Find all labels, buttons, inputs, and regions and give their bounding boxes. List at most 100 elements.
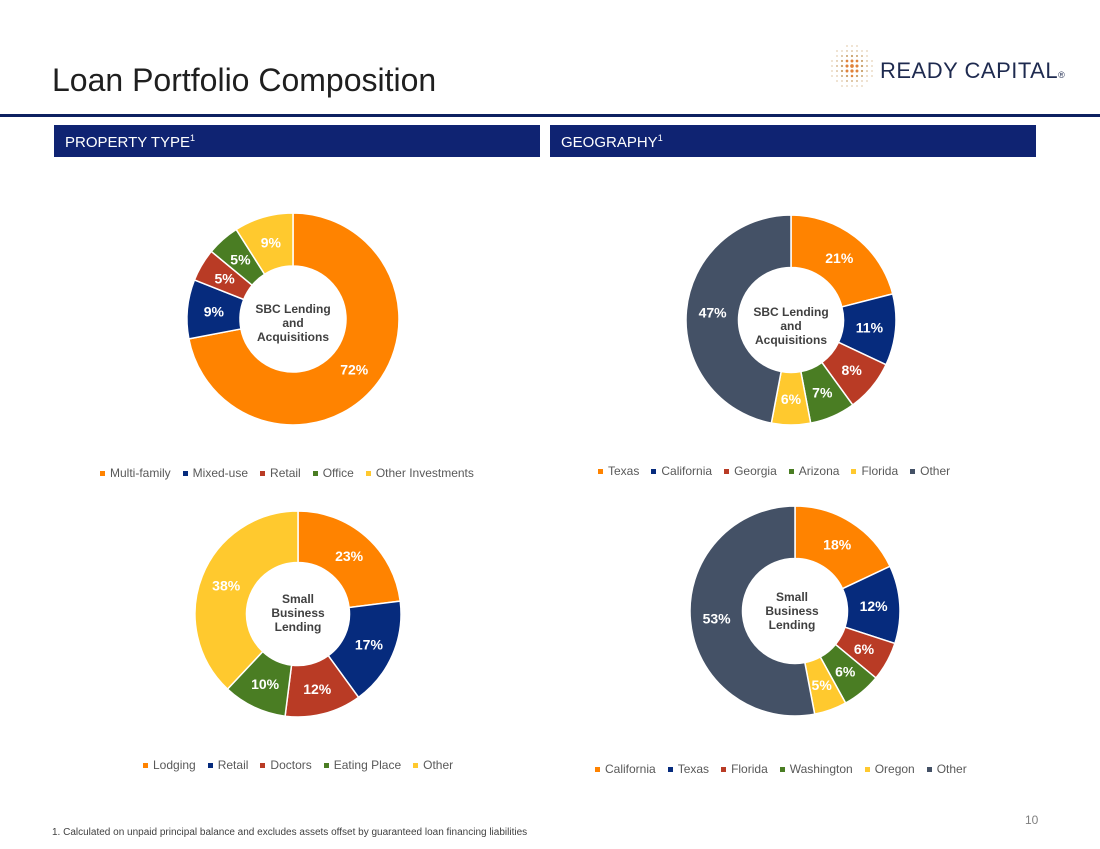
donut-chart-property-small-business: 23% 17% 12% 10% 38% Small Business Lending xyxy=(194,510,402,718)
center-label-line: and xyxy=(780,319,802,333)
legend-label: Lodging xyxy=(153,758,196,772)
legend-label: Other xyxy=(936,762,967,776)
legend-item: Texas xyxy=(598,464,639,478)
legend-property-small-business: Lodging Retail Doctors Eating Place Other xyxy=(143,758,453,772)
legend-swatch xyxy=(260,762,266,768)
legend-swatch xyxy=(667,766,673,772)
data-label: 21% xyxy=(825,250,854,266)
logo-dot xyxy=(836,80,838,82)
legend-label: Texas xyxy=(608,464,640,478)
center-label-line: Small xyxy=(281,592,314,606)
center-label-line: Lending xyxy=(274,620,322,634)
data-label: 7% xyxy=(812,384,833,400)
legend-swatch xyxy=(595,766,600,772)
data-label: 47% xyxy=(699,305,728,321)
center-label-line: and xyxy=(282,316,304,330)
logo-dot xyxy=(841,50,843,52)
legend-label: Other xyxy=(423,758,454,772)
logo-dot xyxy=(866,75,868,77)
legend-label: Georgia xyxy=(734,464,777,478)
center-label-line: Small xyxy=(775,590,808,604)
logo-dot xyxy=(860,69,864,73)
logo-dot xyxy=(831,65,833,67)
legend-item: Georgia xyxy=(724,464,777,478)
logo-dot xyxy=(855,59,859,63)
legend-label: California xyxy=(605,762,656,776)
data-label: 38% xyxy=(212,578,241,594)
logo-dot xyxy=(831,75,833,77)
logo-dot xyxy=(871,75,873,77)
logo-dot xyxy=(861,55,863,57)
donut-svg: 23% 17% 12% 10% 38% xyxy=(194,510,402,718)
logo-dot xyxy=(861,50,863,52)
legend-item: Other Investments xyxy=(365,466,474,480)
logo-dot xyxy=(855,54,859,58)
data-label: 9% xyxy=(261,235,282,251)
footnote: 1. Calculated on unpaid principal balanc… xyxy=(52,827,528,838)
logo-dot xyxy=(871,65,873,67)
logo-dot xyxy=(855,74,859,78)
logo-dot xyxy=(846,80,848,82)
logo-dot xyxy=(840,64,844,68)
logo-dot xyxy=(840,69,844,73)
logo-dot xyxy=(845,74,849,78)
ready-capital-logo: READY CAPITAL® xyxy=(828,42,1068,92)
logo-dot xyxy=(836,55,838,57)
legend-label: Other Investments xyxy=(375,466,474,480)
legend-property-sbc: Multi-family Mixed-use Retail Office Other I… xyxy=(100,466,474,480)
logo-dot xyxy=(836,50,838,52)
logo-text: READY CAPITAL® xyxy=(880,58,1065,84)
data-label: 72% xyxy=(340,362,369,378)
logo-dot xyxy=(836,60,838,62)
center-label: Small Business Lending xyxy=(238,592,358,634)
logo-dot xyxy=(840,59,844,63)
logo-dot xyxy=(851,80,853,82)
legend-item: Other xyxy=(413,758,453,772)
legend-swatch xyxy=(721,766,727,772)
legend-swatch xyxy=(100,470,105,476)
legend-label: Eating Place xyxy=(333,758,402,772)
legend-label: Retail xyxy=(270,466,301,480)
data-label: 8% xyxy=(842,362,863,378)
legend-item: Florida xyxy=(851,464,898,478)
center-label: SBC Lending and Acquisitions xyxy=(731,305,851,347)
logo-dot xyxy=(856,45,858,47)
logo-dot xyxy=(866,70,868,72)
data-label: 5% xyxy=(214,271,235,287)
section-label: GEOGRAPHY xyxy=(561,134,658,151)
legend-label: Florida xyxy=(861,464,899,478)
logo-dot xyxy=(841,75,843,77)
center-label-line: Business xyxy=(271,606,325,620)
legend-label: Arizona xyxy=(798,464,840,478)
legend-swatch xyxy=(260,470,266,476)
page-title: Loan Portfolio Composition xyxy=(52,62,437,98)
donut-svg: 72% 9% 5% 5% 9% xyxy=(186,212,400,426)
data-label: 6% xyxy=(854,641,875,657)
legend-item: Oregon xyxy=(864,762,915,776)
logo-dot xyxy=(841,55,843,57)
logo-dot xyxy=(871,70,873,72)
legend-swatch xyxy=(207,762,213,768)
center-label-line: SBC Lending xyxy=(753,305,829,319)
logo-dot xyxy=(855,64,859,68)
donut-chart-geography-sbc: 21% 11% 8% 7% 6% 47% SBC Lending and Acquisit… xyxy=(685,214,897,426)
logo-dot xyxy=(836,75,838,77)
logo-dot xyxy=(861,85,863,87)
legend-item: Retail xyxy=(260,466,301,480)
legend-label: Texas xyxy=(677,762,710,776)
center-label-line: Business xyxy=(765,604,819,618)
logo-registered-mark: ® xyxy=(1058,70,1066,80)
legend-label: Washington xyxy=(789,762,853,776)
logo-dot xyxy=(841,85,843,87)
legend-item: Florida xyxy=(721,762,768,776)
logo-dot xyxy=(866,65,868,67)
donut-slice-other-investments xyxy=(235,212,294,276)
logo-dot xyxy=(860,59,864,63)
legend-label: Florida xyxy=(731,762,768,776)
logo-dot xyxy=(871,60,873,62)
logo-dot xyxy=(856,50,858,52)
center-label: SBC Lending and Acquisitions xyxy=(233,302,353,344)
donut-slice-other xyxy=(685,214,792,425)
legend-label: Other xyxy=(920,464,951,478)
data-label: 12% xyxy=(303,681,332,697)
